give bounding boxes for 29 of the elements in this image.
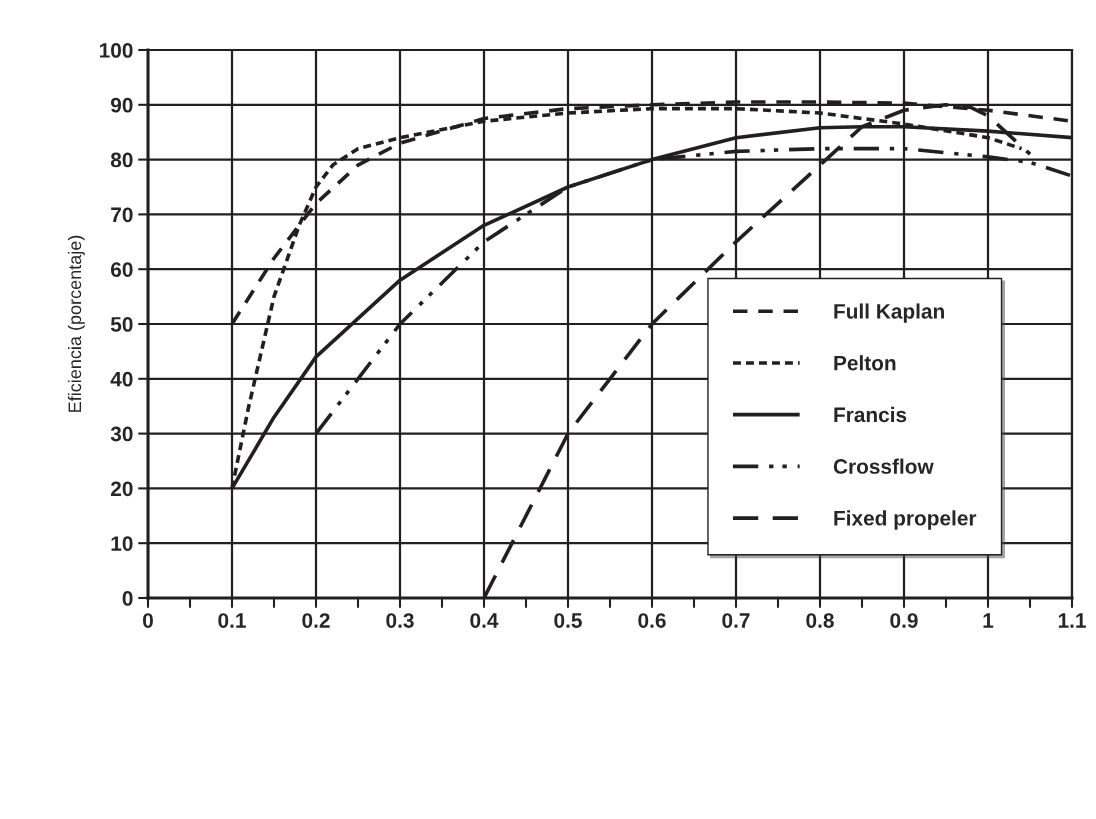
y-tick-label: 10 [111,536,133,551]
x-tick-label: 0.1 [218,613,246,628]
y-tick-label: 20 [110,481,133,497]
y-tick-label: 80 [110,152,133,168]
y-axis-title: Eficiencia (porcentaje) [67,235,85,412]
y-tick-label: 90 [110,97,133,113]
y-tick-label: 100 [99,43,133,58]
x-tick-label: 0.8 [806,613,834,628]
x-tick-label: 0.5 [554,613,582,628]
x-tick-label: 0.9 [890,613,918,628]
x-tick-label: 1.1 [1058,613,1086,628]
y-tick-label: 0 [122,591,133,606]
x-tick-label: 0 [143,613,153,628]
y-tick-label: 30 [110,426,133,442]
x-tick-label: 0.3 [386,613,414,628]
x-tick-label: 0.6 [638,613,666,628]
legend-label: Fixed propeler [834,510,977,530]
legend-label: Crossflow [833,458,934,474]
y-tick-label: 50 [110,317,133,332]
x-tick-label: 1 [983,613,994,628]
legend-label: Francis [834,406,907,423]
legend-label: Pelton [834,355,896,371]
y-tick-label: 60 [111,262,133,277]
y-tick-label: 70 [111,207,133,223]
x-tick-label: 0.2 [302,613,330,628]
legend-label: Full Kaplan [834,303,944,323]
x-tick-label: 0.4 [470,613,499,628]
x-tick-label: 0.7 [722,613,750,628]
y-tick-label: 40 [110,371,133,387]
